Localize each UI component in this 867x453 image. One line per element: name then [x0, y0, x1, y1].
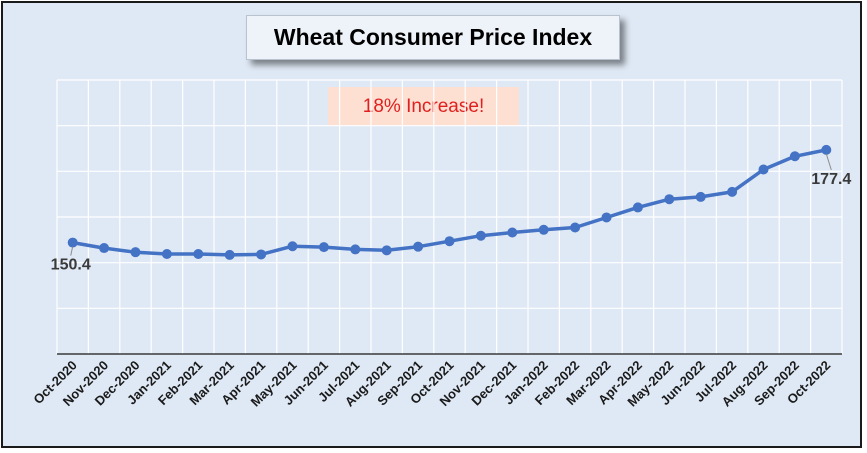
data-point	[821, 144, 832, 155]
data-point	[538, 224, 549, 235]
chart-frame	[1, 1, 862, 448]
data-point	[601, 212, 612, 223]
data-point	[161, 248, 172, 259]
data-label: 177.4	[811, 171, 851, 188]
data-point	[413, 241, 424, 252]
data-point	[570, 222, 581, 233]
data-point	[67, 237, 78, 248]
increase-callout: 18% Increase!	[328, 87, 519, 126]
data-point	[475, 230, 486, 241]
chart-title: Wheat Consumer Price Index	[246, 15, 620, 60]
data-point	[350, 244, 361, 255]
data-point	[287, 241, 298, 252]
data-label: 150.4	[51, 257, 91, 274]
data-label-leader	[825, 153, 832, 171]
data-point	[130, 247, 141, 258]
data-point	[193, 248, 204, 259]
data-point	[99, 243, 110, 254]
data-point	[381, 245, 392, 256]
data-point	[444, 236, 455, 247]
data-point	[758, 164, 769, 175]
data-point	[664, 194, 675, 205]
data-point	[224, 249, 235, 260]
data-point	[695, 191, 706, 202]
data-point	[632, 202, 643, 213]
data-point	[727, 186, 738, 197]
data-label-leader	[70, 246, 74, 256]
data-point	[318, 242, 329, 253]
data-point	[789, 151, 800, 162]
data-point	[507, 227, 518, 238]
data-point	[256, 249, 267, 260]
